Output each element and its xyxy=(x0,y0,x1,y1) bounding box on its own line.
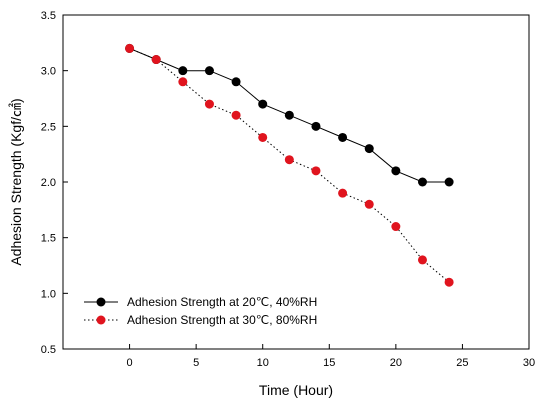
series-2-point xyxy=(311,166,321,176)
series-2-point xyxy=(284,155,294,165)
x-tick-label: 25 xyxy=(456,357,468,369)
series-2-point xyxy=(391,222,401,232)
series-1-point xyxy=(204,66,214,76)
series-2-point xyxy=(364,199,374,209)
series-1-point xyxy=(444,177,454,187)
series-2-point xyxy=(231,110,241,120)
series-2-point xyxy=(151,55,161,65)
series-2-point xyxy=(178,77,188,87)
y-tick-label: 3.0 xyxy=(41,66,56,78)
x-tick-label: 30 xyxy=(523,357,535,369)
x-tick-label: 5 xyxy=(193,357,199,369)
y-axis: 0.5 1.0 1.5 2.0 2.5 3.0 3.5 xyxy=(41,10,68,356)
series-1-point xyxy=(258,99,268,109)
x-axis-title: Time (Hour) xyxy=(259,382,333,398)
series-1-point xyxy=(231,77,241,87)
x-axis: 0 5 10 15 20 25 30 xyxy=(127,344,535,369)
x-tick-label: 10 xyxy=(257,357,269,369)
legend-marker-2 xyxy=(96,315,106,325)
series-2-point xyxy=(125,43,135,53)
y-axis-title: Adhesion Strength (Kgf/㎠) xyxy=(8,98,24,265)
series-2-point xyxy=(338,188,348,198)
series-1-point xyxy=(284,110,294,120)
series-1-point xyxy=(417,177,427,187)
series-1-point xyxy=(311,121,321,131)
series-1-point xyxy=(364,144,374,154)
series-2-point xyxy=(444,277,454,287)
y-tick-label: 1.5 xyxy=(41,233,56,245)
series-2-point xyxy=(258,132,268,142)
y-tick-label: 3.5 xyxy=(41,10,56,22)
y-tick-label: 0.5 xyxy=(41,344,56,356)
series-1-point xyxy=(338,132,348,142)
y-tick-label: 1.0 xyxy=(41,288,56,300)
legend-marker-1 xyxy=(96,297,106,307)
x-tick-label: 15 xyxy=(323,357,335,369)
series-layer xyxy=(125,43,454,287)
series-2-point xyxy=(204,99,214,109)
legend-label-1: Adhesion Strength at 20℃, 40%RH xyxy=(127,295,317,309)
legend-label-2: Adhesion Strength at 30℃, 80%RH xyxy=(127,313,317,327)
legend: Adhesion Strength at 20℃, 40%RH Adhesion … xyxy=(84,295,317,327)
x-tick-label: 20 xyxy=(390,357,402,369)
series-line-2 xyxy=(129,47,450,283)
x-tick-label: 0 xyxy=(127,357,133,369)
series-1-point xyxy=(391,166,401,176)
series-1-point xyxy=(178,66,188,76)
y-tick-label: 2.0 xyxy=(41,177,56,189)
series-2-point xyxy=(417,255,427,265)
y-tick-label: 2.5 xyxy=(41,121,56,133)
